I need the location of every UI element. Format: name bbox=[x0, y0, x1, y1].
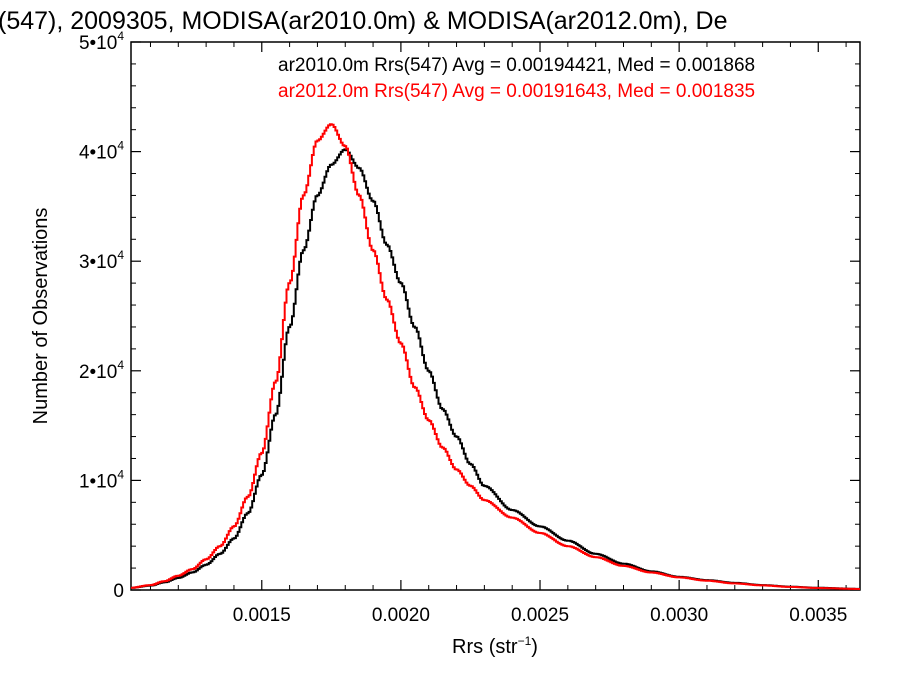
x-tick-label: 0.0020 bbox=[372, 605, 430, 626]
y-tick-base: 1•10 bbox=[79, 471, 117, 492]
axis-ticks bbox=[131, 41, 860, 591]
x-axis-label-text: Rrs (str bbox=[452, 636, 518, 658]
y-tick-base: 5•10 bbox=[79, 33, 117, 54]
legend-entry-ar2012: ar2012.0m Rrs(547) Avg = 0.00191643, Med… bbox=[278, 81, 755, 102]
series-line-0 bbox=[131, 148, 860, 590]
x-axis-label-sup: −1 bbox=[518, 634, 532, 648]
x-tick-label: 0.0015 bbox=[233, 605, 291, 626]
y-tick-exp: 4 bbox=[117, 139, 124, 153]
y-tick-base: 0 bbox=[113, 581, 124, 602]
y-tick-exp: 4 bbox=[117, 358, 124, 372]
legend-entry-ar2010: ar2010.0m Rrs(547) Avg = 0.00194421, Med… bbox=[278, 55, 755, 76]
series-layer bbox=[131, 123, 860, 590]
y-tick-label: 5•104 bbox=[79, 29, 124, 54]
y-tick-label: 3•104 bbox=[79, 248, 124, 273]
y-tick-base: 2•10 bbox=[79, 362, 117, 383]
y-tick-label: 0 bbox=[113, 581, 124, 602]
x-axis-label: Rrs (str−1) bbox=[452, 634, 538, 658]
y-tick-label: 2•104 bbox=[79, 358, 124, 383]
chart-title: (547), 2009305, MODISA(ar2010.0m) & MODI… bbox=[0, 7, 727, 35]
y-tick-label: 4•104 bbox=[79, 139, 124, 164]
y-tick-exp: 4 bbox=[117, 467, 124, 481]
x-tick-label: 0.0025 bbox=[511, 605, 569, 626]
series-line-1 bbox=[131, 123, 860, 590]
y-tick-label: 1•104 bbox=[79, 467, 124, 492]
x-tick-label: 0.0030 bbox=[650, 605, 708, 626]
y-tick-base: 3•10 bbox=[79, 252, 117, 273]
y-tick-base: 4•10 bbox=[79, 143, 117, 164]
y-tick-exp: 4 bbox=[117, 29, 124, 43]
y-axis-label: Number of Observations bbox=[30, 208, 52, 425]
y-tick-exp: 4 bbox=[117, 248, 124, 262]
tick-labels: 0.0015 0.0020 0.0025 0.0030 0.003501•1042•10… bbox=[79, 29, 847, 626]
x-axis-label-end: ) bbox=[531, 636, 538, 658]
x-tick-label: 0.0035 bbox=[789, 605, 847, 626]
plot-frame bbox=[130, 41, 861, 591]
